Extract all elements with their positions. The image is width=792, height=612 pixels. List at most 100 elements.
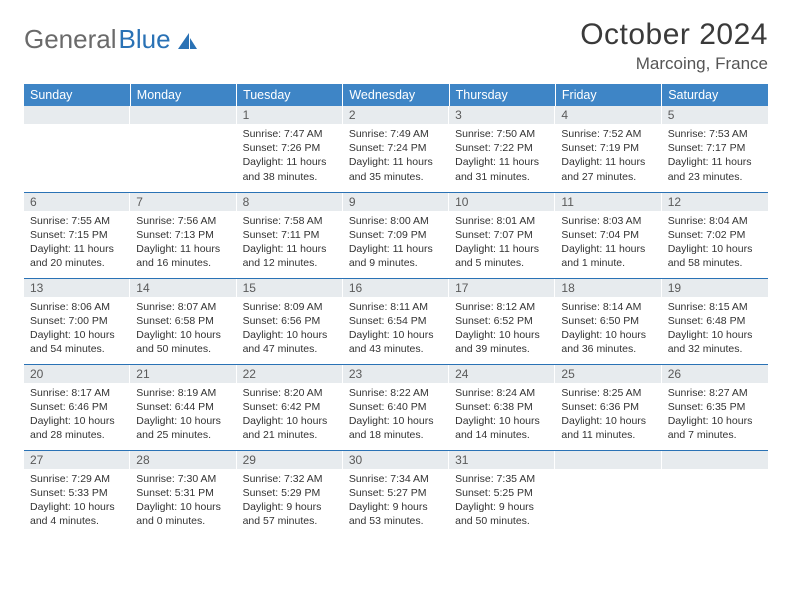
day-number: 31: [449, 451, 555, 469]
calendar-week-row: 6Sunrise: 7:55 AMSunset: 7:15 PMDaylight…: [24, 192, 768, 278]
day-number: 21: [130, 365, 236, 383]
day-details: Sunrise: 8:11 AMSunset: 6:54 PMDaylight:…: [343, 297, 449, 363]
calendar-day-cell: [555, 450, 661, 536]
day-number: 5: [662, 106, 768, 124]
day-number-empty: [662, 451, 768, 469]
day-number: 28: [130, 451, 236, 469]
daylight-line-1: Daylight: 10 hours: [455, 414, 549, 428]
day-number-empty: [24, 106, 130, 124]
sunset-line: Sunset: 5:29 PM: [243, 486, 337, 500]
day-details: Sunrise: 7:30 AMSunset: 5:31 PMDaylight:…: [130, 469, 236, 535]
day-details: Sunrise: 8:07 AMSunset: 6:58 PMDaylight:…: [130, 297, 236, 363]
daylight-line-2: and 31 minutes.: [455, 170, 549, 184]
daylight-line-2: and 5 minutes.: [455, 256, 549, 270]
day-number: 3: [449, 106, 555, 124]
daylight-line-1: Daylight: 11 hours: [668, 155, 762, 169]
day-details: Sunrise: 7:35 AMSunset: 5:25 PMDaylight:…: [449, 469, 555, 535]
calendar-day-cell: [130, 106, 236, 192]
calendar-day-cell: 8Sunrise: 7:58 AMSunset: 7:11 PMDaylight…: [237, 192, 343, 278]
day-number: 6: [24, 193, 130, 211]
day-number-empty: [555, 451, 661, 469]
sunrise-line: Sunrise: 8:00 AM: [349, 214, 443, 228]
daylight-line-1: Daylight: 10 hours: [349, 328, 443, 342]
day-details: Sunrise: 8:20 AMSunset: 6:42 PMDaylight:…: [237, 383, 343, 449]
day-number: 13: [24, 279, 130, 297]
sunrise-line: Sunrise: 8:17 AM: [30, 386, 124, 400]
daylight-line-2: and 32 minutes.: [668, 342, 762, 356]
day-number: 12: [662, 193, 768, 211]
calendar-day-cell: 12Sunrise: 8:04 AMSunset: 7:02 PMDayligh…: [662, 192, 768, 278]
sunrise-line: Sunrise: 8:24 AM: [455, 386, 549, 400]
sunset-line: Sunset: 6:40 PM: [349, 400, 443, 414]
daylight-line-1: Daylight: 10 hours: [30, 414, 124, 428]
day-number: 11: [555, 193, 661, 211]
day-number: 14: [130, 279, 236, 297]
sunrise-line: Sunrise: 8:07 AM: [136, 300, 230, 314]
sunrise-line: Sunrise: 8:04 AM: [668, 214, 762, 228]
sunset-line: Sunset: 5:27 PM: [349, 486, 443, 500]
daylight-line-1: Daylight: 11 hours: [455, 155, 549, 169]
sunset-line: Sunset: 7:24 PM: [349, 141, 443, 155]
daylight-line-2: and 28 minutes.: [30, 428, 124, 442]
sunset-line: Sunset: 7:13 PM: [136, 228, 230, 242]
daylight-line-1: Daylight: 11 hours: [30, 242, 124, 256]
sunrise-line: Sunrise: 7:30 AM: [136, 472, 230, 486]
day-details: Sunrise: 8:19 AMSunset: 6:44 PMDaylight:…: [130, 383, 236, 449]
daylight-line-2: and 47 minutes.: [243, 342, 337, 356]
sunset-line: Sunset: 5:31 PM: [136, 486, 230, 500]
calendar-day-cell: 23Sunrise: 8:22 AMSunset: 6:40 PMDayligh…: [343, 364, 449, 450]
day-details: Sunrise: 8:17 AMSunset: 6:46 PMDaylight:…: [24, 383, 130, 449]
daylight-line-2: and 38 minutes.: [243, 170, 337, 184]
daylight-line-2: and 36 minutes.: [561, 342, 655, 356]
day-details: Sunrise: 7:52 AMSunset: 7:19 PMDaylight:…: [555, 124, 661, 190]
sunrise-line: Sunrise: 8:27 AM: [668, 386, 762, 400]
day-number: 18: [555, 279, 661, 297]
daylight-line-1: Daylight: 11 hours: [349, 242, 443, 256]
sunrise-line: Sunrise: 7:49 AM: [349, 127, 443, 141]
sunrise-line: Sunrise: 8:06 AM: [30, 300, 124, 314]
day-details: Sunrise: 7:47 AMSunset: 7:26 PMDaylight:…: [237, 124, 343, 190]
calendar-day-cell: 15Sunrise: 8:09 AMSunset: 6:56 PMDayligh…: [237, 278, 343, 364]
calendar-day-cell: 19Sunrise: 8:15 AMSunset: 6:48 PMDayligh…: [662, 278, 768, 364]
sunset-line: Sunset: 6:35 PM: [668, 400, 762, 414]
weekday-header: Thursday: [449, 84, 555, 106]
day-number: 24: [449, 365, 555, 383]
daylight-line-1: Daylight: 11 hours: [136, 242, 230, 256]
daylight-line-2: and 14 minutes.: [455, 428, 549, 442]
calendar-day-cell: 16Sunrise: 8:11 AMSunset: 6:54 PMDayligh…: [343, 278, 449, 364]
day-details: Sunrise: 8:01 AMSunset: 7:07 PMDaylight:…: [449, 211, 555, 277]
calendar-day-cell: 3Sunrise: 7:50 AMSunset: 7:22 PMDaylight…: [449, 106, 555, 192]
day-number: 2: [343, 106, 449, 124]
daylight-line-2: and 18 minutes.: [349, 428, 443, 442]
calendar-day-cell: 27Sunrise: 7:29 AMSunset: 5:33 PMDayligh…: [24, 450, 130, 536]
sunrise-line: Sunrise: 8:01 AM: [455, 214, 549, 228]
sail-icon: [176, 31, 198, 53]
daylight-line-1: Daylight: 10 hours: [668, 414, 762, 428]
sunset-line: Sunset: 6:46 PM: [30, 400, 124, 414]
day-number: 17: [449, 279, 555, 297]
sunrise-line: Sunrise: 7:52 AM: [561, 127, 655, 141]
calendar-day-cell: 20Sunrise: 8:17 AMSunset: 6:46 PMDayligh…: [24, 364, 130, 450]
calendar-day-cell: 30Sunrise: 7:34 AMSunset: 5:27 PMDayligh…: [343, 450, 449, 536]
calendar-day-cell: 2Sunrise: 7:49 AMSunset: 7:24 PMDaylight…: [343, 106, 449, 192]
day-number: 30: [343, 451, 449, 469]
day-number: 16: [343, 279, 449, 297]
sunset-line: Sunset: 7:26 PM: [243, 141, 337, 155]
weekday-header: Saturday: [662, 84, 768, 106]
sunrise-line: Sunrise: 8:11 AM: [349, 300, 443, 314]
daylight-line-2: and 57 minutes.: [243, 514, 337, 528]
calendar-day-cell: 14Sunrise: 8:07 AMSunset: 6:58 PMDayligh…: [130, 278, 236, 364]
sunrise-line: Sunrise: 7:29 AM: [30, 472, 124, 486]
daylight-line-2: and 16 minutes.: [136, 256, 230, 270]
day-number: 1: [237, 106, 343, 124]
daylight-line-2: and 21 minutes.: [243, 428, 337, 442]
sunrise-line: Sunrise: 8:14 AM: [561, 300, 655, 314]
sunrise-line: Sunrise: 8:19 AM: [136, 386, 230, 400]
daylight-line-1: Daylight: 10 hours: [136, 414, 230, 428]
sunrise-line: Sunrise: 7:35 AM: [455, 472, 549, 486]
day-details: Sunrise: 8:27 AMSunset: 6:35 PMDaylight:…: [662, 383, 768, 449]
daylight-line-1: Daylight: 9 hours: [455, 500, 549, 514]
daylight-line-2: and 35 minutes.: [349, 170, 443, 184]
day-details: Sunrise: 8:24 AMSunset: 6:38 PMDaylight:…: [449, 383, 555, 449]
daylight-line-2: and 50 minutes.: [455, 514, 549, 528]
